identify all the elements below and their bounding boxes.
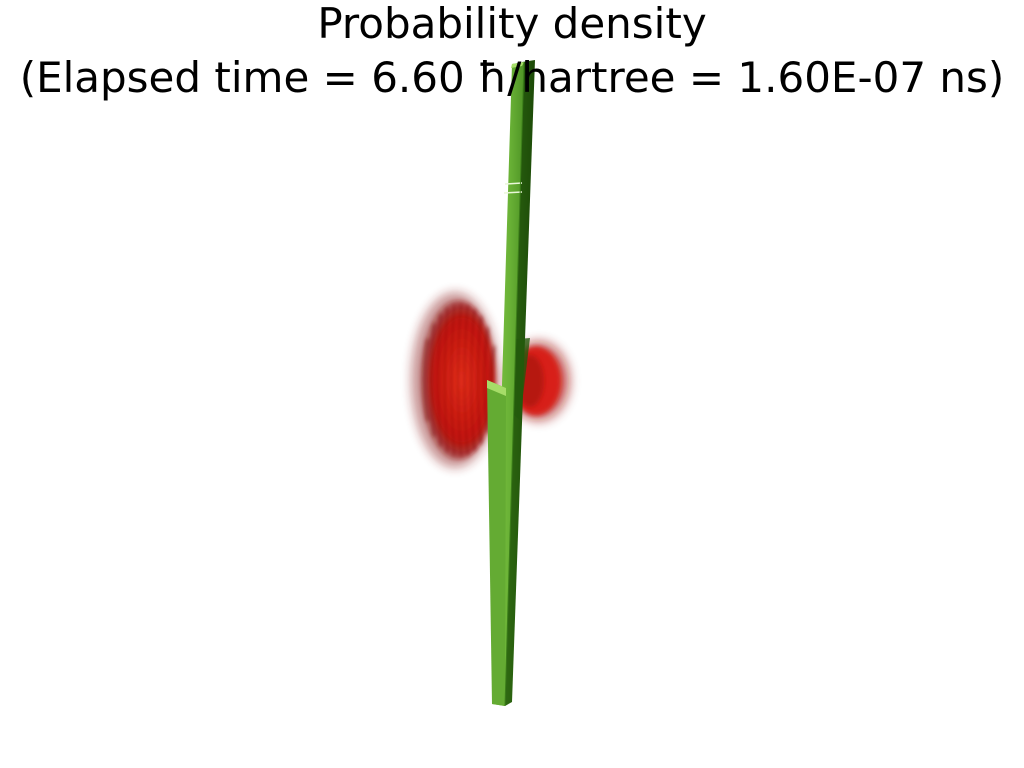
interference-fringes [423, 303, 496, 457]
fringe-line [463, 305, 469, 455]
fringe-line [450, 304, 456, 456]
plot-title: Probability density [317, 0, 707, 48]
fringe-line [443, 307, 449, 453]
potential-barrier [487, 60, 535, 707]
fringe-line [456, 303, 463, 457]
fringe-line [476, 316, 482, 444]
fringe-line [437, 313, 443, 447]
fringe-line [423, 338, 430, 422]
fringe-line [430, 323, 436, 437]
fringe-line [470, 309, 476, 451]
reflected-wavepacket [411, 292, 499, 468]
fringe-line [483, 327, 489, 433]
plot-subtitle: (Elapsed time = 6.60 ħ/hartree = 1.60E-0… [19, 53, 1005, 102]
